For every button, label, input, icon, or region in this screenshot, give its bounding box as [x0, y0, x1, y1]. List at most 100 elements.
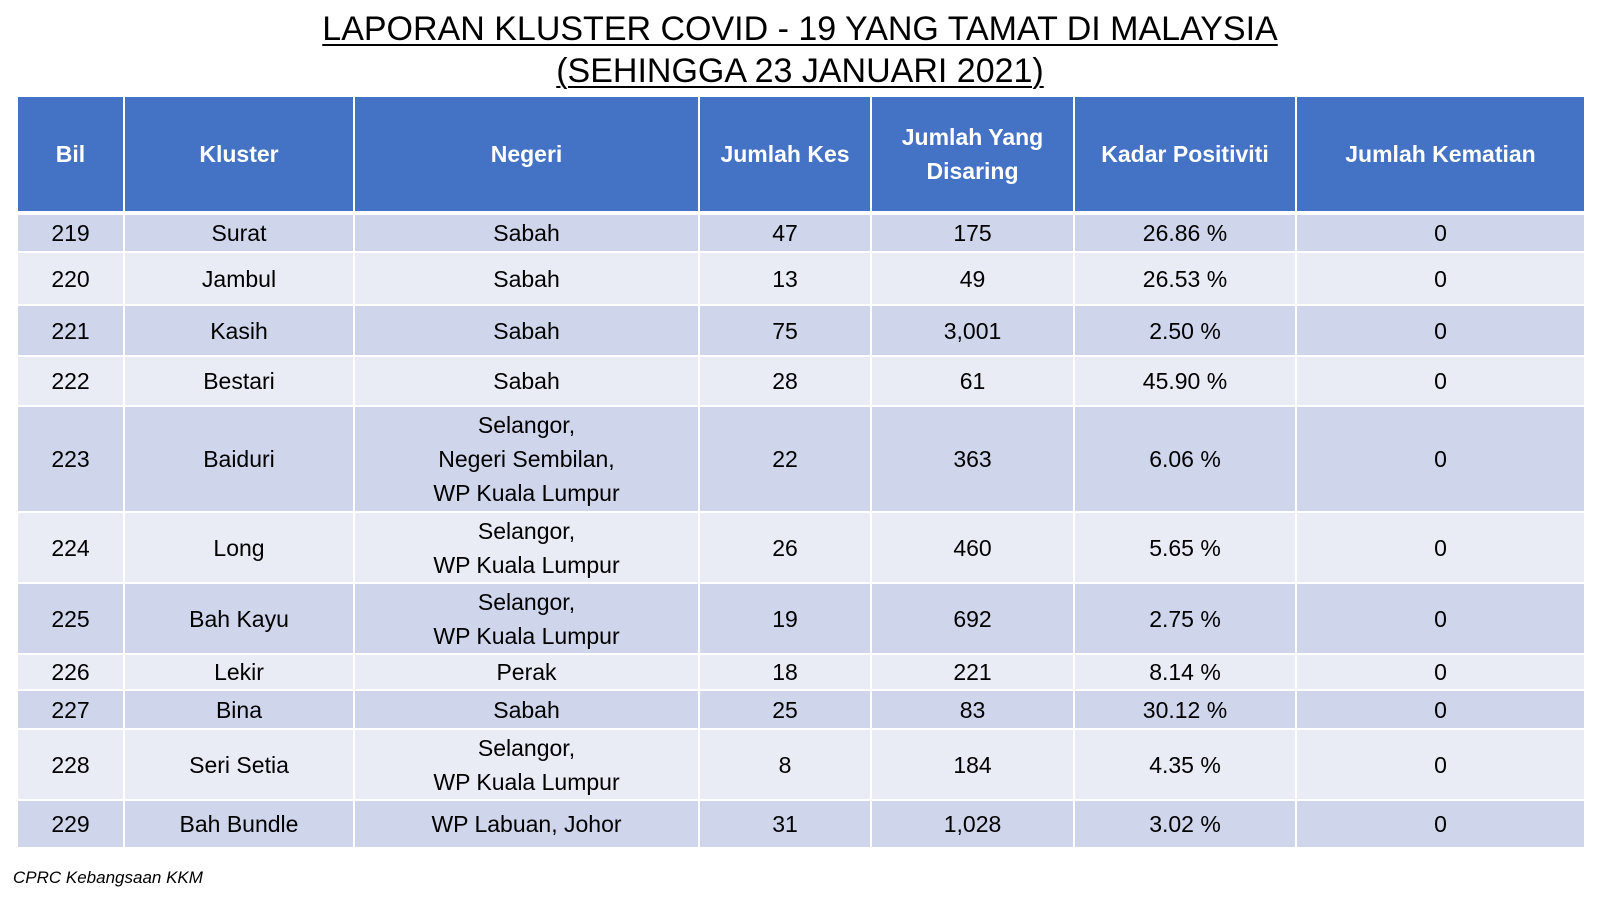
cell-bil: 219 — [16, 213, 125, 253]
header-jumlah-kes: Jumlah Kes — [698, 97, 872, 215]
cell-disaring: 3,001 — [870, 305, 1075, 357]
cell-disaring: 460 — [870, 512, 1075, 584]
cell-negeri: Selangor, Negeri Sembilan, WP Kuala Lumpur — [353, 406, 700, 513]
cell-kluster: Surat — [123, 213, 355, 253]
cell-kes: 28 — [698, 356, 872, 407]
negeri-line: WP Kuala Lumpur — [433, 622, 620, 649]
negeri-line: Selangor, — [477, 734, 576, 761]
negeri-line: WP Kuala Lumpur — [433, 480, 620, 506]
cell-kluster: Kasih — [123, 305, 355, 357]
table-row: 221 Kasih Sabah 75 3,001 2.50 % 0 — [16, 305, 1586, 357]
negeri-line: WP Labuan, Johor — [431, 811, 622, 837]
cell-kluster: Bina — [123, 690, 355, 730]
cell-kematian: 0 — [1295, 729, 1586, 801]
table-row: 225 Bah Kayu Selangor, WP Kuala Lumpur 19 692… — [16, 583, 1586, 655]
cell-bil: 225 — [16, 583, 125, 655]
cell-disaring: 692 — [870, 583, 1075, 655]
cell-kematian: 0 — [1295, 213, 1586, 253]
cell-disaring: 49 — [870, 252, 1075, 306]
cell-kluster: Bestari — [123, 356, 355, 407]
cell-negeri: Selangor, WP Kuala Lumpur — [353, 729, 700, 801]
cell-negeri: Sabah — [353, 690, 700, 730]
cell-negeri: Sabah — [353, 213, 700, 253]
cell-bil: 224 — [16, 512, 125, 584]
title-line-1: LAPORAN KLUSTER COVID - 19 YANG TAMAT DI… — [322, 10, 1278, 48]
negeri-line: WP Kuala Lumpur — [433, 768, 620, 795]
header-jumlah-disaring: Jumlah Yang Disaring — [870, 97, 1075, 215]
negeri-line: WP Kuala Lumpur — [433, 551, 620, 578]
negeri-line: Sabah — [493, 696, 560, 723]
cluster-table: Bil Kluster Negeri Jumlah Kes Jumlah Yan… — [16, 97, 1586, 849]
source-footer: CPRC Kebangsaan KKM — [13, 868, 203, 887]
cell-bil: 227 — [16, 690, 125, 730]
cell-bil: 222 — [16, 356, 125, 407]
cell-negeri: Perak — [353, 654, 700, 691]
cell-kes: 26 — [698, 512, 872, 584]
cell-kematian: 0 — [1295, 800, 1586, 849]
cell-positiviti: 2.75 % — [1073, 583, 1297, 655]
table-body: 219 Surat Sabah 47 175 26.86 % 0 220 Jambul Sabah… — [16, 213, 1586, 849]
cell-bil: 226 — [16, 654, 125, 691]
negeri-line: Sabah — [493, 368, 560, 394]
table-row: 226 Lekir Perak 18 221 8.14 % 0 — [16, 654, 1586, 691]
cell-negeri: Sabah — [353, 305, 700, 357]
cell-kluster: Long — [123, 512, 355, 584]
cell-disaring: 83 — [870, 690, 1075, 730]
cell-disaring: 175 — [870, 213, 1075, 253]
cell-kluster: Seri Setia — [123, 729, 355, 801]
cell-disaring: 1,028 — [870, 800, 1075, 849]
cell-kematian: 0 — [1295, 305, 1586, 357]
cell-negeri: Sabah — [353, 252, 700, 306]
header-jumlah-kematian: Jumlah Kematian — [1295, 97, 1586, 215]
report-title: LAPORAN KLUSTER COVID - 19 YANG TAMAT DI… — [0, 8, 1600, 92]
table-row: 229 Bah Bundle WP Labuan, Johor 31 1,028 3.02… — [16, 800, 1586, 849]
negeri-line: Selangor, — [477, 588, 576, 615]
cell-positiviti: 45.90 % — [1073, 356, 1297, 407]
negeri-line: Perak — [496, 659, 557, 685]
cell-kematian: 0 — [1295, 252, 1586, 306]
table-row: 227 Bina Sabah 25 83 30.12 % 0 — [16, 690, 1586, 730]
cell-disaring: 184 — [870, 729, 1075, 801]
cell-positiviti: 6.06 % — [1073, 406, 1297, 513]
cell-positiviti: 3.02 % — [1073, 800, 1297, 849]
cell-kes: 8 — [698, 729, 872, 801]
cell-positiviti: 26.53 % — [1073, 252, 1297, 306]
cell-kes: 31 — [698, 800, 872, 849]
cell-negeri: Selangor, WP Kuala Lumpur — [353, 512, 700, 584]
cell-positiviti: 30.12 % — [1073, 690, 1297, 730]
cell-kes: 47 — [698, 213, 872, 253]
cell-kluster: Bah Bundle — [123, 800, 355, 849]
cell-kluster: Lekir — [123, 654, 355, 691]
negeri-line: Negeri Sembilan, — [438, 446, 615, 472]
cell-kematian: 0 — [1295, 690, 1586, 730]
cell-kluster: Baiduri — [123, 406, 355, 513]
cell-kematian: 0 — [1295, 356, 1586, 407]
cell-bil: 229 — [16, 800, 125, 849]
cell-kes: 13 — [698, 252, 872, 306]
cell-kematian: 0 — [1295, 406, 1586, 513]
header-bil: Bil — [16, 97, 125, 215]
table-row: 220 Jambul Sabah 13 49 26.53 % 0 — [16, 252, 1586, 306]
cell-kematian: 0 — [1295, 654, 1586, 691]
cell-kematian: 0 — [1295, 512, 1586, 584]
cell-kes: 75 — [698, 305, 872, 357]
cell-kluster: Jambul — [123, 252, 355, 306]
title-line-2: (SEHINGGA 23 JANUARI 2021) — [556, 52, 1044, 90]
cell-negeri: Sabah — [353, 356, 700, 407]
header-negeri: Negeri — [353, 97, 700, 215]
cell-positiviti: 2.50 % — [1073, 305, 1297, 357]
cell-bil: 223 — [16, 406, 125, 513]
negeri-line: Selangor, — [477, 517, 576, 544]
table-row: 219 Surat Sabah 47 175 26.86 % 0 — [16, 213, 1586, 253]
cell-kluster: Bah Kayu — [123, 583, 355, 655]
cell-bil: 221 — [16, 305, 125, 357]
cell-positiviti: 5.65 % — [1073, 512, 1297, 584]
cell-negeri: Selangor, WP Kuala Lumpur — [353, 583, 700, 655]
table-row: 224 Long Selangor, WP Kuala Lumpur 26 460 5.65… — [16, 512, 1586, 584]
cell-positiviti: 4.35 % — [1073, 729, 1297, 801]
negeri-line: Sabah — [493, 220, 560, 246]
cell-kes: 25 — [698, 690, 872, 730]
cell-kes: 22 — [698, 406, 872, 513]
cell-positiviti: 26.86 % — [1073, 213, 1297, 253]
cell-disaring: 221 — [870, 654, 1075, 691]
